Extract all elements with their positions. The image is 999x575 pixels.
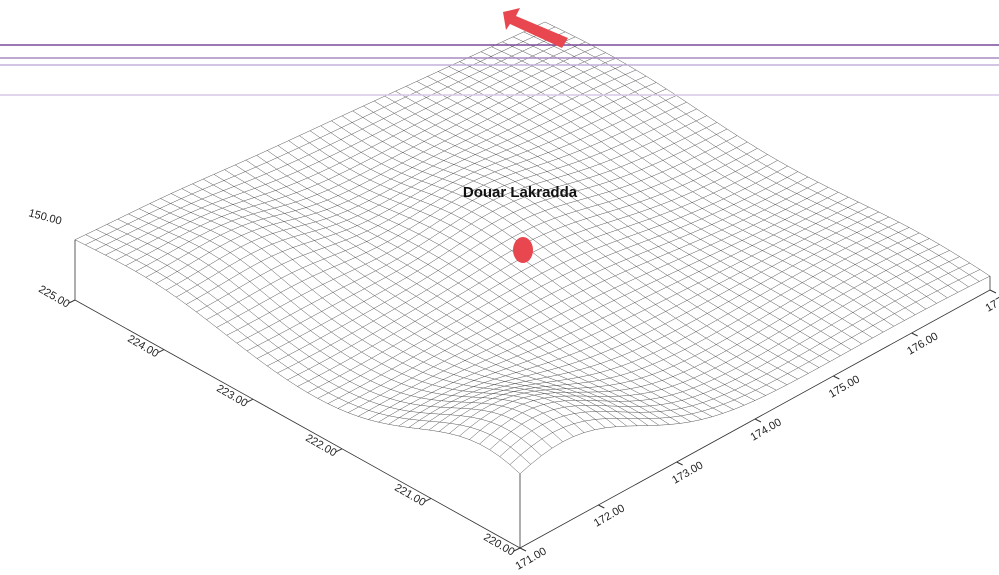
mesh-line bbox=[418, 216, 889, 429]
mesh-line bbox=[502, 41, 948, 299]
tick-mark bbox=[157, 349, 165, 354]
mesh-line bbox=[448, 66, 895, 327]
tick-mark bbox=[911, 332, 918, 337]
mesh-line bbox=[373, 100, 820, 368]
mesh-line bbox=[416, 81, 862, 345]
tick-mark bbox=[833, 375, 840, 380]
mesh-line bbox=[438, 71, 884, 333]
tick-mark bbox=[989, 289, 997, 294]
mesh-line bbox=[480, 51, 927, 310]
mesh-line bbox=[226, 108, 697, 336]
mesh-line bbox=[449, 232, 920, 434]
mesh-line bbox=[470, 56, 916, 315]
annotation: Douar Lakradda bbox=[463, 184, 578, 201]
tick-label: 224.00 bbox=[125, 333, 160, 360]
mesh-line bbox=[523, 31, 969, 288]
tick-mark bbox=[335, 448, 343, 453]
mesh-line bbox=[459, 61, 905, 321]
tick-label: 223.00 bbox=[214, 383, 249, 410]
mesh-line bbox=[213, 174, 660, 426]
mesh-line bbox=[246, 122, 718, 352]
mesh-line bbox=[155, 63, 627, 284]
mesh-line bbox=[106, 224, 553, 449]
z-label: 150.00 bbox=[27, 207, 63, 227]
tick-label: 173.00 bbox=[670, 459, 705, 486]
tick-label: 225.00 bbox=[36, 283, 71, 310]
tick-label: 174.00 bbox=[749, 416, 784, 443]
mesh-line bbox=[341, 115, 788, 385]
mesh-line bbox=[307, 160, 778, 393]
mesh-line bbox=[544, 21, 991, 277]
tick-mark bbox=[246, 398, 254, 403]
mesh-line bbox=[499, 262, 970, 457]
mesh-line bbox=[384, 95, 830, 362]
mesh-line bbox=[337, 176, 809, 409]
mesh-line bbox=[469, 244, 940, 440]
mesh-line bbox=[395, 90, 841, 356]
mesh-line bbox=[186, 82, 657, 305]
tick-mark bbox=[513, 547, 521, 552]
mesh-line bbox=[388, 201, 859, 425]
tick-label: 171.00 bbox=[514, 545, 549, 572]
mesh-line bbox=[358, 187, 829, 417]
mesh-line bbox=[438, 227, 910, 432]
mesh-line bbox=[512, 36, 959, 293]
wireframe bbox=[74, 21, 991, 549]
tick-label: 222.00 bbox=[303, 432, 338, 459]
mesh-line bbox=[196, 88, 667, 313]
mesh-line bbox=[96, 229, 542, 456]
mesh-line bbox=[352, 110, 798, 380]
tick-label: 172.00 bbox=[592, 502, 627, 529]
mesh-line bbox=[489, 256, 960, 450]
tick-mark bbox=[598, 504, 605, 509]
mesh-line bbox=[347, 181, 819, 413]
arrow bbox=[503, 8, 568, 48]
mesh-line bbox=[408, 211, 879, 428]
mesh-line bbox=[519, 275, 991, 474]
mesh-line bbox=[368, 192, 839, 420]
box-edge bbox=[74, 299, 521, 549]
mesh-line bbox=[479, 250, 950, 445]
mesh-line bbox=[427, 76, 873, 339]
mesh-line bbox=[459, 238, 930, 437]
mesh-line bbox=[406, 86, 852, 351]
mesh-line bbox=[277, 141, 748, 374]
mesh-line bbox=[320, 125, 766, 396]
mesh-line bbox=[236, 115, 707, 344]
tick-label: 220.00 bbox=[481, 531, 516, 558]
tick-mark bbox=[68, 299, 76, 304]
mesh-line bbox=[256, 128, 728, 359]
mesh-line bbox=[509, 269, 980, 465]
mesh-line bbox=[85, 26, 556, 246]
mesh-line bbox=[378, 196, 849, 423]
mesh-line bbox=[181, 188, 627, 427]
tick-mark bbox=[676, 461, 683, 466]
tick-mark bbox=[519, 547, 527, 552]
mesh-line bbox=[105, 36, 576, 256]
mesh-line bbox=[428, 221, 900, 431]
mesh-line bbox=[317, 165, 788, 399]
tick-label: 176.00 bbox=[905, 330, 940, 357]
mesh-line bbox=[331, 120, 777, 391]
tick-label: 177.00 bbox=[984, 287, 999, 314]
location-marker bbox=[513, 237, 533, 263]
mesh-line bbox=[398, 206, 869, 427]
tick-label: 221.00 bbox=[392, 482, 427, 509]
tick-mark bbox=[754, 418, 762, 423]
tick-label: 175.00 bbox=[827, 373, 862, 400]
scan-lines bbox=[0, 44, 999, 96]
mesh-line bbox=[363, 105, 809, 374]
mesh-line bbox=[125, 46, 596, 266]
mesh-line bbox=[491, 46, 937, 304]
mesh-line bbox=[327, 171, 798, 404]
mesh-line bbox=[115, 41, 586, 261]
tick-mark bbox=[424, 497, 432, 502]
